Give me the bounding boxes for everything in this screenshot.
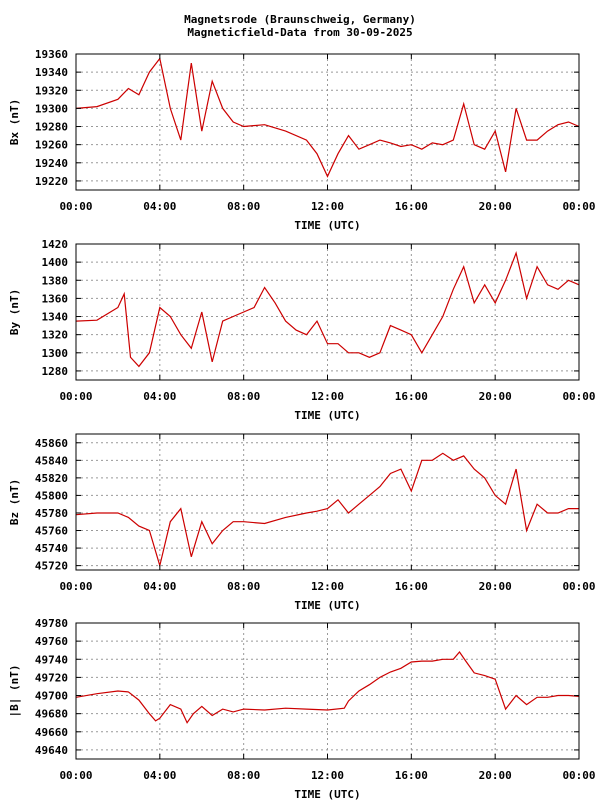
y-tick-label: 19320: [35, 84, 68, 97]
data-series-line: [76, 651, 579, 724]
y-tick-label: 45780: [35, 507, 68, 520]
y-tick-label: 19240: [35, 157, 68, 170]
y-tick-label: 1280: [42, 365, 69, 378]
y-tick-label: 49760: [35, 635, 68, 648]
y-tick-label: 19280: [35, 121, 68, 134]
x-tick-label: 20:00: [479, 580, 512, 593]
y-axis-label: Bx (nT): [8, 99, 21, 145]
x-tick-label: 20:00: [479, 769, 512, 782]
x-tick-label: 08:00: [227, 390, 260, 403]
y-tick-label: 19260: [35, 139, 68, 152]
y-tick-label: 1300: [42, 347, 69, 360]
y-tick-label: 49780: [35, 617, 68, 630]
y-tick-label: 45860: [35, 437, 68, 450]
y-axis-label: |B| (nT): [8, 665, 21, 718]
data-series-line: [76, 452, 579, 568]
x-tick-label: 08:00: [227, 580, 260, 593]
x-tick-label: 16:00: [395, 769, 428, 782]
y-tick-label: 1380: [42, 274, 69, 287]
chart-title-line1: Magnetsrode (Braunschweig, Germany): [184, 13, 416, 26]
y-tick-label: 49680: [35, 708, 68, 721]
x-tick-label: 04:00: [143, 769, 176, 782]
y-tick-label: 49640: [35, 744, 68, 757]
y-tick-label: 19300: [35, 102, 68, 115]
x-tick-label: 00:00: [59, 769, 92, 782]
y-tick-label: 45720: [35, 560, 68, 573]
y-axis-label: Bz (nT): [8, 479, 21, 525]
y-tick-label: 1340: [42, 311, 69, 324]
y-tick-label: 49700: [35, 690, 68, 703]
x-tick-label: 12:00: [311, 580, 344, 593]
x-tick-label: 08:00: [227, 200, 260, 213]
x-tick-label: 00:00: [59, 580, 92, 593]
x-tick-label: 00:00: [562, 769, 595, 782]
y-tick-label: 19360: [35, 48, 68, 61]
x-tick-label: 16:00: [395, 390, 428, 403]
x-tick-label: 12:00: [311, 769, 344, 782]
x-tick-label: 16:00: [395, 580, 428, 593]
y-tick-label: 1420: [42, 238, 69, 251]
y-tick-label: 1320: [42, 329, 69, 342]
x-tick-label: 20:00: [479, 390, 512, 403]
x-axis-label: TIME (UTC): [294, 599, 360, 612]
y-tick-label: 19340: [35, 66, 68, 79]
data-series-line: [76, 251, 579, 368]
x-tick-label: 04:00: [143, 580, 176, 593]
y-tick-label: 1360: [42, 292, 69, 305]
x-tick-label: 08:00: [227, 769, 260, 782]
y-tick-label: 1400: [42, 256, 69, 269]
y-tick-label: 45740: [35, 542, 68, 555]
x-tick-label: 16:00: [395, 200, 428, 213]
y-tick-label: 49660: [35, 726, 68, 739]
x-tick-label: 00:00: [59, 200, 92, 213]
x-tick-label: 00:00: [562, 200, 595, 213]
x-axis-label: TIME (UTC): [294, 219, 360, 232]
data-series-line: [76, 57, 579, 178]
x-tick-label: 04:00: [143, 200, 176, 213]
chart-title-line2: Magneticfield-Data from 30-09-2025: [187, 26, 413, 39]
y-tick-label: 45800: [35, 489, 68, 502]
x-tick-label: 00:00: [562, 580, 595, 593]
y-tick-label: 49720: [35, 671, 68, 684]
x-tick-label: 04:00: [143, 390, 176, 403]
x-tick-label: 20:00: [479, 200, 512, 213]
y-tick-label: 49740: [35, 653, 68, 666]
x-axis-label: TIME (UTC): [294, 409, 360, 422]
x-tick-label: 00:00: [59, 390, 92, 403]
x-axis-label: TIME (UTC): [294, 788, 360, 800]
x-tick-label: 12:00: [311, 200, 344, 213]
x-tick-label: 12:00: [311, 390, 344, 403]
x-tick-label: 00:00: [562, 390, 595, 403]
y-tick-label: 19220: [35, 175, 68, 188]
y-tick-label: 45820: [35, 472, 68, 485]
y-tick-label: 45760: [35, 525, 68, 538]
y-tick-label: 45840: [35, 454, 68, 467]
y-axis-label: By (nT): [8, 289, 21, 335]
